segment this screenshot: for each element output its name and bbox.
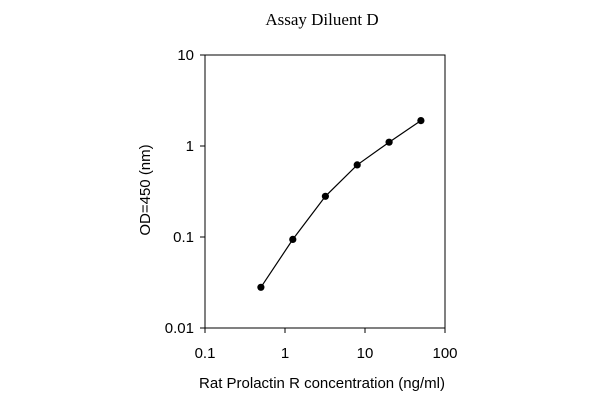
data-point	[257, 283, 265, 291]
x-tick-label: 0.1	[195, 345, 216, 362]
y-axis: 0.01 0.1 1 10	[165, 47, 205, 337]
data-points	[257, 117, 425, 291]
y-tick-label: 0.1	[173, 229, 194, 246]
data-point	[321, 192, 329, 200]
x-tick-label: 10	[357, 345, 374, 362]
plot-frame	[204, 54, 446, 329]
x-tick-label: 100	[432, 345, 457, 362]
data-point	[385, 138, 393, 146]
chart-title: Assay Diluent D	[265, 10, 378, 29]
y-tick-label: 10	[177, 47, 194, 64]
data-point	[353, 161, 361, 169]
data-point	[289, 235, 297, 243]
series-line	[260, 120, 422, 288]
x-axis: 0.1 1 10 100	[195, 328, 458, 362]
y-axis-label: OD=450 (nm)	[137, 144, 154, 235]
x-axis-label: Rat Prolactin R concentration (ng/ml)	[199, 375, 445, 392]
data-point	[417, 117, 425, 125]
x-tick-label: 1	[281, 345, 289, 362]
y-tick-label: 1	[186, 138, 194, 155]
y-tick-label: 0.01	[165, 320, 194, 337]
